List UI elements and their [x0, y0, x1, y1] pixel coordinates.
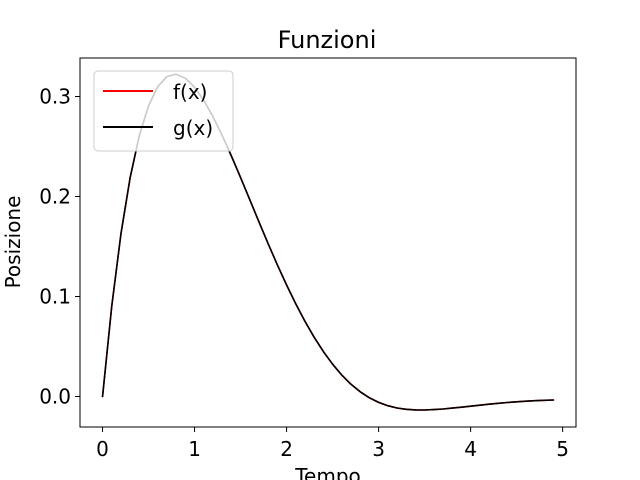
- y-tick-label: 0.1: [39, 285, 71, 309]
- legend: f(x) g(x): [93, 70, 234, 152]
- chart-title: Funzioni: [278, 26, 377, 54]
- x-axis-label: Tempo: [294, 464, 361, 480]
- x-tick-label: 0: [96, 437, 109, 461]
- plot-frame: [79, 57, 577, 428]
- x-tick-label: 2: [280, 437, 293, 461]
- legend-label-f: f(x): [173, 80, 207, 104]
- x-tick-label: 4: [464, 437, 477, 461]
- y-tick-label: 0.0: [39, 385, 71, 409]
- x-axis: 0 1 2 3 4 5: [96, 427, 569, 461]
- x-tick-label: 3: [372, 437, 385, 461]
- y-tick-label: 0.3: [39, 85, 71, 109]
- legend-label-g: g(x): [173, 116, 213, 140]
- y-tick-label: 0.2: [39, 185, 71, 209]
- x-tick-label: 5: [556, 437, 569, 461]
- x-tick-label: 1: [188, 437, 201, 461]
- y-axis: 0.0 0.1 0.2 0.3: [39, 85, 80, 409]
- y-axis-label: Posizione: [1, 196, 25, 289]
